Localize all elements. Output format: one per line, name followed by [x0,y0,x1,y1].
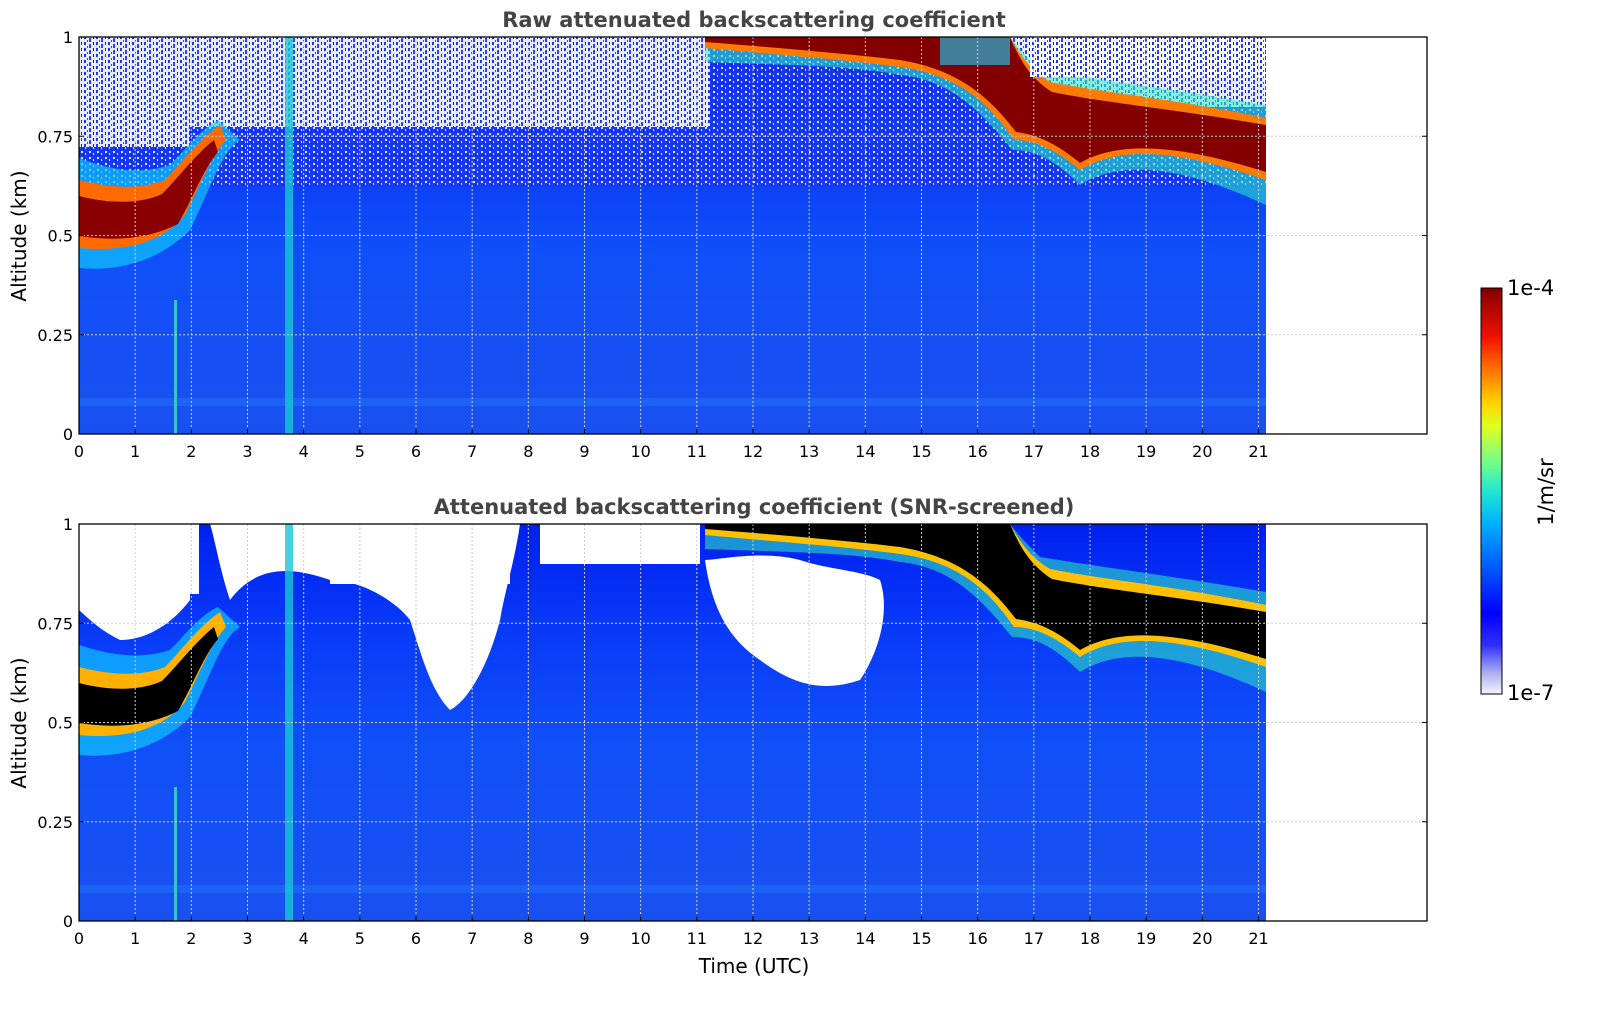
empty-data-region [1266,37,1427,434]
x-tick-label: 3 [242,442,252,461]
x-tick-label: 6 [411,929,421,948]
white-noise-top-right [1030,37,1266,77]
cloud-gap [940,37,1010,65]
x-tick-label: 9 [579,929,589,948]
vertical-streak-thin [174,300,177,434]
screened-top-left [79,524,199,594]
panel-raw: Raw attenuated backscattering coefficien… [7,8,1428,461]
y-tick-label: 0.75 [37,127,73,146]
cloud-layer-saturated [705,37,1266,172]
boundary-layer-saturated [79,140,218,239]
x-tick-label: 8 [523,442,533,461]
x-tick-label: 1 [130,442,140,461]
x-tick-label: 14 [855,929,875,948]
screened-top-center [540,524,700,564]
x-tick-label: 4 [299,442,309,461]
x-tick-label: 11 [687,442,707,461]
low-level-band [79,398,1266,406]
chart-title: Attenuated backscattering coefficient (S… [434,495,1075,519]
noise-region-left [79,37,189,147]
x-tick-label: 16 [967,929,987,948]
x-tick-label: 19 [1136,929,1156,948]
x-tick-label: 18 [1080,929,1100,948]
surface-band [79,425,1266,434]
x-axis-label: Time (UTC) [698,954,810,978]
y-tick-label: 0.25 [37,813,73,832]
y-tick-label: 0 [63,425,73,444]
x-tick-label: 4 [299,929,309,948]
cloud-layer-halo [705,524,1266,692]
x-tick-label: 11 [687,929,707,948]
y-axis-label: Altitude (km) [7,657,31,788]
x-tick-label: 7 [467,929,477,948]
screened-region-right [705,555,884,686]
y-ticks: 0 0.25 0.5 0.75 1 [37,28,1427,444]
noise-region-top [190,37,710,127]
x-tick-label: 2 [186,929,196,948]
x-ticks: 0 1 2 3 4 5 6 7 8 9 10 11 12 13 14 15 16 17 18 19 20 21 [74,916,1269,948]
x-tick-label: 8 [523,929,533,948]
x-tick-label: 0 [74,929,84,948]
x-tick-label: 16 [967,442,987,461]
colorbar-unit-label: 1/m/sr [1534,458,1558,526]
y-tick-label: 0.5 [48,714,73,733]
surface-band [79,912,1266,921]
x-tick-label: 7 [467,442,477,461]
x-tick-label: 0 [74,442,84,461]
grid [79,37,1427,434]
grid [79,524,1427,921]
vertical-streak-thin [174,787,177,921]
chart-title: Raw attenuated backscattering coefficien… [502,8,1006,32]
x-tick-label: 14 [855,442,875,461]
x-tick-label: 15 [911,929,931,948]
y-tick-label: 0.75 [37,614,73,633]
x-tick-label: 10 [630,929,650,948]
x-tick-label: 10 [630,442,650,461]
x-tick-label: 12 [743,442,763,461]
cloud-layer-saturated [705,524,1266,659]
x-tick-label: 19 [1136,442,1156,461]
y-tick-label: 0.5 [48,227,73,246]
x-tick-label: 12 [743,929,763,948]
x-tick-label: 13 [799,929,819,948]
y-tick-label: 1 [63,28,73,47]
y-tick-label: 1 [63,515,73,534]
colorbar: 1e-4 1e-7 1/m/sr [1480,276,1558,705]
x-tick-label: 3 [242,929,252,948]
x-ticks: 0 1 2 3 4 5 6 7 8 9 10 11 12 13 14 15 16 17 18 19 20 21 [74,429,1269,461]
x-tick-label: 20 [1192,929,1212,948]
x-tick-label: 9 [579,442,589,461]
x-tick-label: 20 [1192,442,1212,461]
low-level-band [79,885,1266,893]
x-tick-label: 17 [1024,442,1044,461]
x-tick-label: 17 [1024,929,1044,948]
x-tick-label: 6 [411,442,421,461]
x-tick-label: 15 [911,442,931,461]
colorbar-gradient [1480,287,1503,695]
x-tick-label: 21 [1248,442,1268,461]
x-tick-label: 21 [1248,929,1268,948]
panel-snr-screened: Attenuated backscattering coefficient (S… [7,495,1428,978]
colorbar-min-label: 1e-7 [1507,681,1554,705]
colorbar-max-label: 1e-4 [1507,276,1554,300]
y-tick-label: 0 [63,912,73,931]
boundary-layer-saturated [79,627,218,726]
x-tick-label: 18 [1080,442,1100,461]
screened-top-center2 [330,524,510,584]
empty-data-region [1266,524,1427,921]
y-ticks: 0 0.25 0.5 0.75 1 [37,515,1427,931]
y-axis-label: Altitude (km) [7,170,31,301]
x-tick-label: 5 [355,929,365,948]
x-tick-label: 1 [130,929,140,948]
x-tick-label: 13 [799,442,819,461]
cloud-layer-halo [705,37,1266,205]
y-tick-label: 0.25 [37,326,73,345]
x-tick-label: 2 [186,442,196,461]
x-tick-label: 5 [355,442,365,461]
